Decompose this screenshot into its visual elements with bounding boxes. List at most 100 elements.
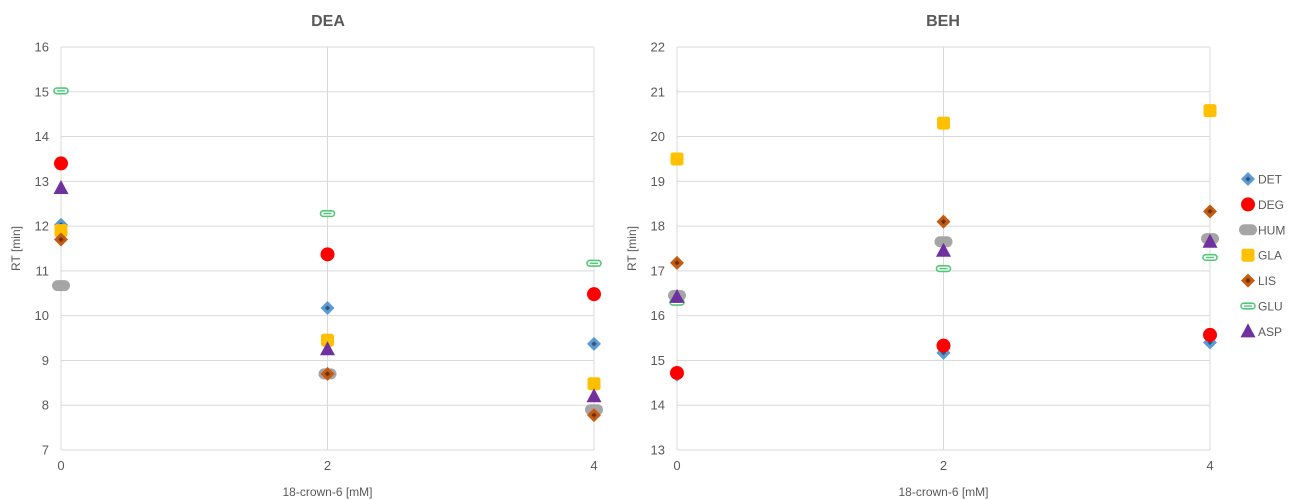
point-deg (936, 338, 951, 353)
point-glu (319, 209, 336, 218)
y-tick-label: 9 (42, 353, 49, 368)
point-gla (587, 377, 601, 391)
y-tick-label: 15 (35, 84, 49, 99)
legend-marker-deg (1241, 197, 1255, 212)
y-tick-label: 8 (42, 398, 49, 413)
legend-marker-hum (1239, 224, 1257, 236)
legend-marker-lis-shape (1241, 273, 1255, 288)
legend-marker-det (1241, 172, 1255, 186)
point-deg (54, 156, 68, 171)
x-tick-label: 4 (590, 458, 597, 473)
legend-label: HUM (1258, 223, 1285, 237)
point-glu (53, 87, 69, 95)
data-points (668, 104, 1219, 382)
x-tick-label: 4 (1206, 458, 1213, 473)
legend-label: GLU (1258, 300, 1283, 314)
point-gla (54, 224, 68, 238)
y-tick-label: 20 (651, 129, 665, 144)
point-det-shape (587, 336, 601, 351)
y-tick-label: 21 (651, 84, 665, 99)
point-det-core (324, 305, 331, 311)
x-axis-title: 18-crown-6 [mM] (898, 485, 988, 499)
dea-chart: 7 8 9 10 11 12 13 14 15 16 0 2 4 DEA 18-crown-6 [mM] RT… (9, 13, 603, 499)
chart-title: DEA (311, 13, 345, 30)
point-lis-core (591, 412, 597, 418)
point-lis-shape (936, 214, 951, 229)
point-gla (937, 116, 950, 130)
x-axis-title: 18-crown-6 [mM] (282, 485, 372, 499)
y-tick-label: 16 (35, 40, 49, 55)
x-tick-label: 0 (57, 458, 64, 473)
point-lis (587, 408, 601, 423)
point-lis-shape (670, 255, 684, 270)
legend-marker-glu (1240, 302, 1256, 310)
point-hum (934, 236, 953, 248)
point-deg (670, 365, 684, 380)
legend-label: DET (1258, 173, 1283, 187)
legend-marker-det-shape (1241, 172, 1255, 186)
x-tick-label: 2 (324, 458, 331, 473)
point-lis (670, 255, 684, 270)
point-glu (935, 265, 952, 273)
y-tick-label: 11 (36, 263, 50, 278)
y-tick-label: 10 (35, 308, 49, 323)
legend-marker-lis (1241, 273, 1255, 288)
y-tick-label: 14 (651, 398, 665, 413)
point-deg (1203, 327, 1217, 342)
y-axis-title: RT [min] (9, 226, 23, 271)
point-asp (586, 388, 602, 403)
data-points (52, 87, 603, 423)
point-deg (587, 287, 601, 302)
y-tick-label: 12 (35, 219, 49, 234)
point-asp (1202, 233, 1218, 248)
legend-marker-det-core (1245, 176, 1251, 182)
legend-marker-gla (1241, 248, 1255, 262)
y-tick-label: 16 (651, 308, 665, 323)
x-tick-label: 0 (673, 458, 680, 473)
point-deg (320, 247, 335, 262)
point-glu (1202, 253, 1218, 262)
beh-chart: 13 14 15 16 17 18 19 20 21 22 0 2 4 BEH 18-crown-6 [mM… (625, 13, 1219, 499)
point-asp (320, 341, 335, 356)
point-asp (669, 288, 685, 303)
point-lis-shape (587, 408, 601, 423)
y-tick-label: 13 (35, 174, 49, 189)
point-gla (670, 152, 684, 166)
y-tick-label: 15 (651, 353, 665, 368)
point-det-core (1207, 339, 1213, 346)
legend-label: ASP (1258, 325, 1282, 339)
point-lis (1203, 204, 1217, 219)
legend-label: DEG (1258, 198, 1284, 212)
point-lis-shape (54, 232, 68, 247)
point-lis-core (58, 236, 64, 243)
y-tick-label: 22 (651, 40, 665, 55)
y-tick-label: 19 (651, 174, 665, 189)
y-tick-label: 14 (35, 129, 49, 144)
point-lis-core (1207, 208, 1213, 214)
legend-label: LIS (1258, 274, 1276, 288)
y-tick-label: 18 (651, 219, 665, 234)
y-tick-label: 7 (42, 443, 49, 458)
point-det-core (591, 341, 597, 347)
legend-label: GLA (1258, 249, 1282, 263)
point-gla (321, 333, 334, 347)
y-tick-label: 13 (651, 443, 665, 458)
legend-marker-lis-core (1245, 278, 1251, 284)
point-lis-core (940, 219, 947, 225)
point-det (587, 336, 601, 351)
y-axis-title: RT [min] (625, 226, 639, 271)
point-lis-core (324, 371, 331, 377)
point-lis (54, 232, 68, 247)
point-asp (53, 180, 69, 195)
point-lis (936, 214, 951, 229)
point-glu (586, 259, 602, 267)
point-lis-shape (1203, 204, 1217, 219)
chart-legend: DET DEG HUM GLA LIS GLU ASP (1239, 172, 1285, 339)
point-det (320, 301, 335, 316)
point-det-shape (320, 301, 335, 316)
x-tick-label: 2 (940, 458, 947, 473)
point-asp (936, 242, 951, 257)
point-lis-shape (320, 366, 335, 381)
legend-marker-asp (1240, 323, 1256, 338)
